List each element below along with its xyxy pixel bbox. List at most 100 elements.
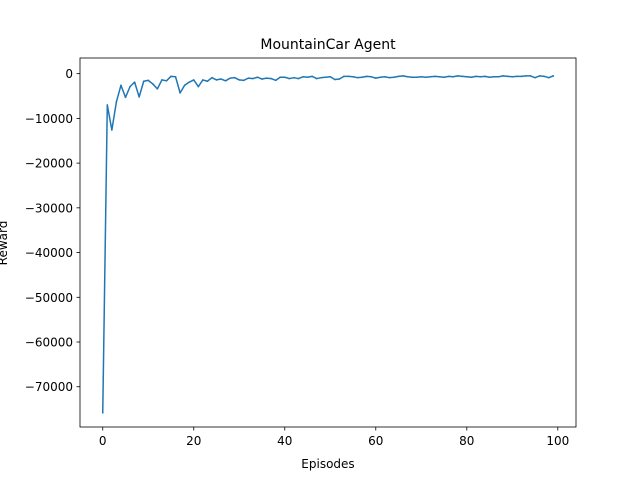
data-point [470,76,473,79]
x-tick-label: 60 [368,434,383,448]
data-point [516,75,518,78]
data-point [343,75,345,78]
data-point [438,75,441,78]
y-tick-label: −40000 [25,246,73,260]
data-point [274,79,277,82]
data-point [420,75,423,78]
data-point [261,78,263,80]
data-point [179,92,181,94]
data-point [529,75,532,77]
data-point [297,77,300,80]
y-tick-label: −50000 [25,291,73,305]
data-point [101,411,104,414]
data-point [243,79,245,82]
data-point [356,76,359,79]
data-point [488,76,491,79]
data-point [393,76,395,79]
data-point [197,85,200,88]
data-point [247,77,250,79]
data-point [224,80,227,82]
data-point [311,75,313,78]
data-point [397,75,400,78]
data-point [402,75,404,77]
data-point [324,76,327,79]
data-point [497,75,500,78]
data-point [152,83,154,85]
data-point [120,84,122,87]
x-tick-label: 40 [277,434,292,448]
y-tick-label: −60000 [25,336,73,350]
data-point [238,79,241,81]
y-tick-label: 0 [65,67,73,81]
x-tick-label: 20 [186,434,201,448]
data-point [252,77,254,80]
data-point [215,79,218,81]
data-point [365,75,368,78]
data-point [115,101,118,103]
data-point [306,76,309,79]
data-point [165,80,168,82]
data-point [211,76,213,79]
data-point [106,104,109,106]
data-point [256,76,259,79]
data-point [347,75,350,78]
data-point [174,75,177,78]
data-point [461,75,464,78]
data-point [183,84,186,87]
data-point [352,75,354,78]
data-point [156,88,159,90]
data-point [434,75,436,78]
chart-title: MountainCar Agent [260,37,396,53]
data-point [493,75,495,78]
x-axis-label: Episodes [301,457,354,471]
data-point [415,76,418,79]
data-point [124,96,127,99]
data-point [283,76,286,79]
data-point [502,75,504,77]
data-point [534,76,536,79]
plot-area [101,74,555,414]
y-axis: 0 −10000 −20000 −30000 −40000 −50000 −60000 −70… [25,67,80,394]
x-tick-label: 0 [99,434,107,448]
data-point [315,77,318,80]
data-point [406,75,409,78]
data-point [111,129,113,131]
y-tick-label: −10000 [25,112,73,126]
data-point [334,78,336,81]
x-tick-label: 100 [546,434,569,448]
data-point [138,96,140,98]
data-point [543,75,545,78]
data-point [520,75,523,78]
y-axis-label: Reward [0,221,10,266]
data-point [270,77,272,80]
data-point [379,76,382,79]
data-point [443,76,445,79]
y-tick-label: −20000 [25,157,73,171]
y-tick-label: −30000 [25,201,73,215]
data-point [293,76,295,79]
data-point [465,75,468,78]
data-point [188,81,191,83]
data-point [452,75,454,78]
data-point [147,79,150,82]
data-point [161,79,163,81]
data-point [370,75,373,78]
data-point [447,75,450,78]
data-point [411,76,413,79]
data-point [329,75,332,78]
data-point [384,75,386,78]
data-point [192,79,195,81]
data-point [506,75,509,78]
x-axis: 0 20 40 60 80 100 [99,427,569,448]
data-point [142,80,145,83]
data-point [456,75,459,77]
data-point [170,75,172,78]
data-point [265,77,268,79]
data-point [547,76,550,79]
data-point [552,75,555,77]
data-point [279,76,282,79]
data-point [229,77,231,79]
data-point [425,76,427,79]
data-point [429,75,432,78]
data-point [220,78,222,80]
